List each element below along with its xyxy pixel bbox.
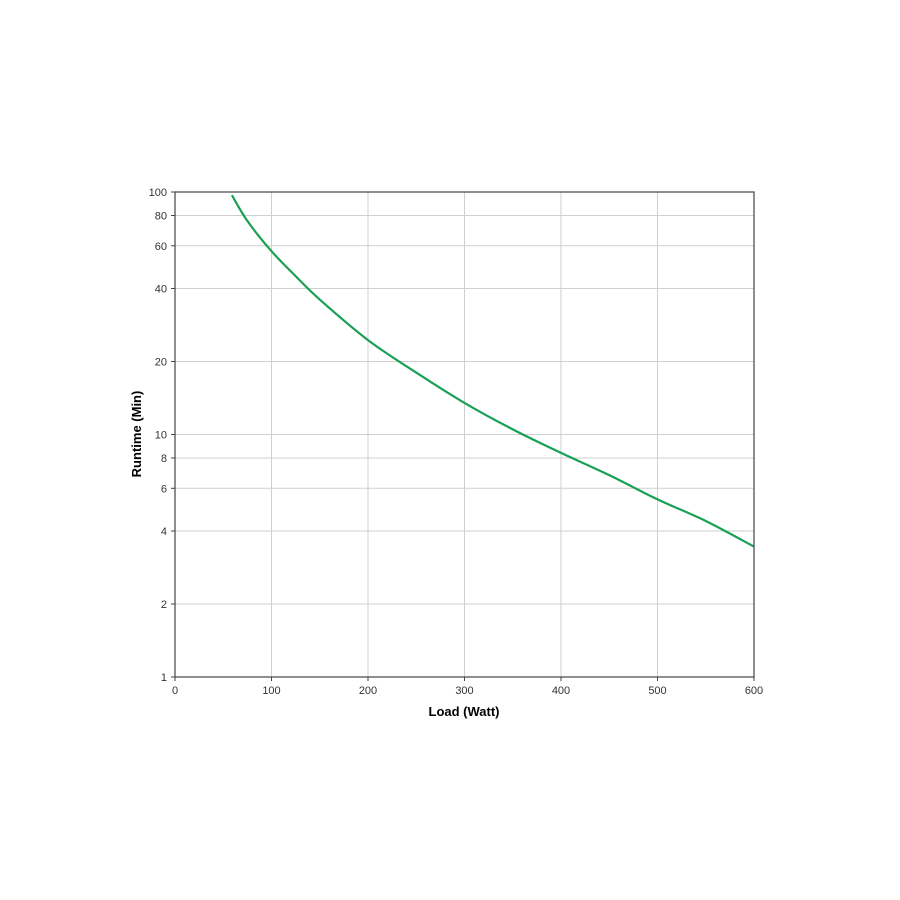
y-tick-label: 100	[149, 187, 167, 199]
y-tick-label: 1	[161, 672, 167, 684]
x-tick-label: 100	[262, 685, 280, 697]
x-tick-label: 0	[172, 685, 178, 697]
y-tick-label: 2	[161, 599, 167, 611]
x-axis-ticks: 0 100 200 300 400 500 600	[172, 677, 763, 697]
grid	[174, 191, 755, 678]
x-tick-label: 300	[455, 685, 473, 697]
y-axis-ticks: 1 2 4 6 8 10 20 40 60 80 100	[149, 187, 175, 684]
y-tick-label: 20	[155, 357, 167, 369]
x-tick-label: 200	[359, 685, 377, 697]
x-axis-label: Load (Watt)	[429, 704, 500, 719]
y-tick-label: 60	[155, 241, 167, 253]
y-tick-label: 4	[161, 526, 167, 538]
y-tick-label: 10	[155, 430, 167, 442]
y-tick-label: 6	[161, 483, 167, 495]
x-tick-label: 500	[648, 685, 666, 697]
y-tick-label: 8	[161, 453, 167, 465]
y-tick-label: 40	[155, 284, 167, 296]
y-tick-label: 80	[155, 211, 167, 223]
series-layer	[230, 194, 755, 548]
runtime-curve	[230, 194, 755, 548]
x-tick-label: 400	[552, 685, 570, 697]
y-axis-label: Runtime (Min)	[129, 391, 144, 478]
x-tick-label: 600	[745, 685, 763, 697]
